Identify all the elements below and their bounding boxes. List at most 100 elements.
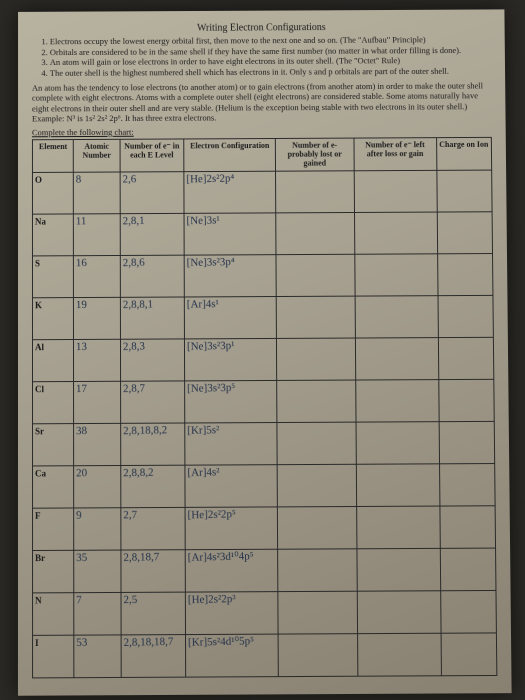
cell-charge [438,338,494,380]
cell-element: Cl [33,382,75,424]
cell-config: [Ne]3s¹ [184,213,276,255]
cell-config: [Ar]4s²3d¹⁰4p⁵ [185,550,278,593]
cell-element: Na [32,214,73,256]
table-row: K192,8,8,1[Ar]4s¹ [32,296,493,340]
cell-config: [Kr]5s²4d¹⁰5p⁵ [186,634,279,677]
cell-num-e: 2,8,8,2 [120,466,185,509]
col-lost: Number of e- probably lost or gained [276,138,354,172]
cell-atomic: 11 [74,214,120,256]
cell-element: Al [32,340,74,382]
table-row: Cl172,8,7[Ne]3s²3p⁵ [33,380,495,424]
cell-lost [277,296,356,338]
cell-lost [276,255,354,297]
cell-lost [278,549,357,592]
cell-num-e: 2,8,18,7 [121,550,186,593]
table-row: F92,7[He]2s²2p⁵ [33,506,496,551]
cell-num-e: 2,8,18,18,7 [121,635,186,678]
cell-config: [He]2s²2p⁴ [184,172,276,214]
worksheet-paper: Writing Electron Configurations Electron… [18,9,512,695]
cell-config: [He]2s²2p³ [185,592,278,635]
cell-lost [276,171,354,213]
cell-left [357,591,441,634]
table-row: Na112,8,1[Ne]3s¹ [32,212,492,256]
cell-left [354,254,437,296]
cell-config: [Ne]3s²3p⁴ [184,255,276,297]
intro-paragraph: An atom has the tendency to lose electro… [32,80,492,124]
cell-config: [Ne]3s²3p¹ [185,339,277,381]
table-row: Sr382,8,18,8,2[Kr]5s² [33,422,495,467]
cell-lost [277,465,356,508]
cell-num-e: 2,8,6 [120,256,185,298]
cell-charge [440,506,496,549]
cell-element: O [32,173,73,215]
page-title: Writing Electron Configurations [32,21,491,34]
cell-config: [Ar]4s² [185,465,278,508]
cell-element: Sr [33,424,75,466]
cell-charge [437,254,493,296]
cell-lost [278,634,357,677]
cell-atomic: 16 [74,256,120,298]
cell-charge [439,422,495,464]
cell-lost [278,592,357,635]
cell-num-e: 2,6 [120,172,184,214]
cell-charge [437,212,493,254]
table-header-row: Element Atomic Number Number of e⁻ in ea… [32,137,491,172]
rules-list: Electrons occupy the lowest energy orbit… [32,34,491,78]
instruction: Complete the following chart: [32,125,492,137]
cell-left [357,634,441,677]
cell-charge [438,296,494,338]
cell-element: K [32,298,73,340]
col-atomic: Atomic Number [74,139,120,172]
cell-element: N [33,593,75,636]
cell-charge [440,591,496,634]
cell-atomic: 20 [74,466,120,508]
table-row: O82,6[He]2s²2p⁴ [32,170,492,214]
cell-left [355,380,438,423]
col-charge: Charge on Ion [436,137,491,170]
cell-element: F [33,508,75,551]
col-config: Electron Configuration [184,138,276,172]
cell-left [356,464,440,507]
cell-left [354,171,437,213]
cell-lost [277,422,356,465]
cell-config: [Kr]5s² [185,423,278,466]
cell-charge [438,380,494,422]
cell-atomic: 38 [74,424,120,466]
cell-lost [277,380,356,422]
cell-num-e: 2,7 [120,508,185,551]
cell-num-e: 2,8,8,1 [120,297,185,339]
cell-num-e: 2,8,7 [120,381,185,423]
cell-element: I [33,636,75,679]
cell-charge [437,170,493,212]
cell-atomic: 9 [74,508,120,551]
cell-atomic: 53 [74,635,120,678]
cell-lost [278,507,357,550]
table-row: N72,5[He]2s²2p³ [33,591,497,636]
cell-config: [Ne]3s²3p⁵ [185,381,277,424]
table-row: Ca202,8,8,2[Ar]4s² [33,464,496,509]
cell-atomic: 8 [74,172,120,214]
cell-atomic: 13 [74,340,120,382]
cell-element: Ca [33,466,75,508]
cell-left [356,506,440,549]
table-row: Al132,8,3[Ne]3s²3p¹ [32,338,493,382]
cell-left [354,212,437,254]
rule-item: The outer shell is the highest numbered … [50,66,491,79]
col-left: Number of e⁻ left after loss or gain [354,138,437,172]
cell-atomic: 35 [74,550,120,593]
cell-element: Br [33,551,75,594]
cell-atomic: 17 [74,382,120,424]
cell-config: [He]2s²2p⁵ [185,507,278,550]
cell-left [356,422,439,465]
table-row: Br352,8,18,7[Ar]4s²3d¹⁰4p⁵ [33,548,496,593]
cell-charge [440,548,496,591]
cell-lost [276,213,354,255]
cell-charge [441,633,497,676]
cell-num-e: 2,8,1 [120,214,184,256]
col-num-e: Number of e⁻ in each E Level [120,139,184,172]
cell-lost [277,338,356,380]
cell-left [357,549,441,592]
cell-charge [439,464,495,507]
table-row: I532,8,18,18,7[Kr]5s²4d¹⁰5p⁵ [33,633,497,678]
table-row: S162,8,6[Ne]3s²3p⁴ [32,254,492,298]
